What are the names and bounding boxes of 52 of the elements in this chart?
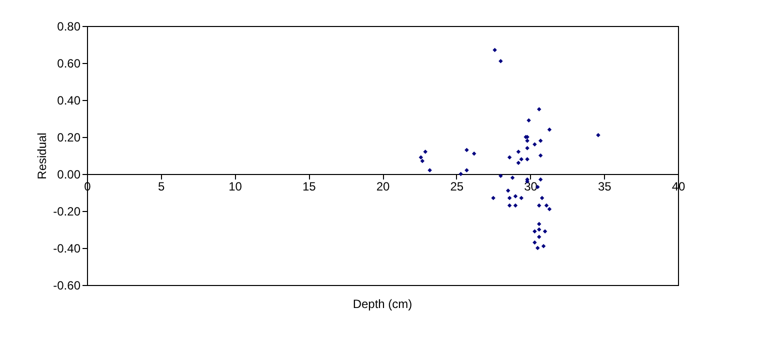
point bbox=[544, 203, 549, 208]
x-tick-label: 15 bbox=[302, 180, 316, 194]
point bbox=[532, 229, 537, 234]
y-tick-label: 0.60 bbox=[57, 56, 81, 70]
x-tick-label: 5 bbox=[158, 180, 166, 194]
point bbox=[538, 138, 543, 143]
point bbox=[536, 234, 542, 240]
point bbox=[536, 222, 542, 226]
x-axis-title: Depth (cm) bbox=[352, 297, 412, 311]
point bbox=[532, 240, 537, 245]
point bbox=[498, 174, 503, 178]
point bbox=[541, 244, 546, 248]
point bbox=[547, 127, 552, 132]
point bbox=[507, 196, 512, 200]
point bbox=[418, 155, 424, 160]
point bbox=[423, 150, 428, 154]
point bbox=[516, 160, 521, 166]
point bbox=[472, 152, 476, 156]
x-tick-label: 10 bbox=[228, 180, 242, 194]
y-tick-label: -0.20 bbox=[53, 204, 81, 218]
point bbox=[507, 155, 512, 160]
point bbox=[526, 118, 531, 122]
y-tick-label: 0.80 bbox=[57, 20, 81, 34]
x-tick-label: 25 bbox=[450, 180, 464, 194]
point bbox=[532, 142, 537, 147]
y-tick-label: -0.60 bbox=[53, 278, 81, 292]
point bbox=[513, 203, 518, 208]
point bbox=[428, 168, 432, 172]
y-tick-label: -0.40 bbox=[53, 242, 81, 256]
point bbox=[420, 158, 425, 164]
point bbox=[538, 177, 543, 182]
point bbox=[464, 168, 469, 172]
point bbox=[540, 196, 544, 200]
point bbox=[507, 203, 512, 208]
y-tick-label: 0.20 bbox=[57, 130, 81, 144]
y-tick-label: 0.40 bbox=[57, 94, 81, 108]
y-tick-label: 0.00 bbox=[57, 168, 81, 182]
y-axis-title: Residual bbox=[35, 132, 50, 180]
point bbox=[519, 196, 524, 200]
point bbox=[596, 133, 600, 138]
point bbox=[536, 203, 542, 208]
x-tick-label: 35 bbox=[598, 180, 612, 194]
x-tick-label: 20 bbox=[376, 180, 390, 194]
point bbox=[506, 188, 510, 193]
point bbox=[519, 157, 524, 162]
point bbox=[536, 227, 542, 232]
point bbox=[498, 59, 503, 64]
point bbox=[538, 153, 543, 158]
point bbox=[547, 207, 552, 212]
point bbox=[525, 138, 530, 143]
point bbox=[525, 146, 530, 150]
point bbox=[525, 157, 530, 162]
